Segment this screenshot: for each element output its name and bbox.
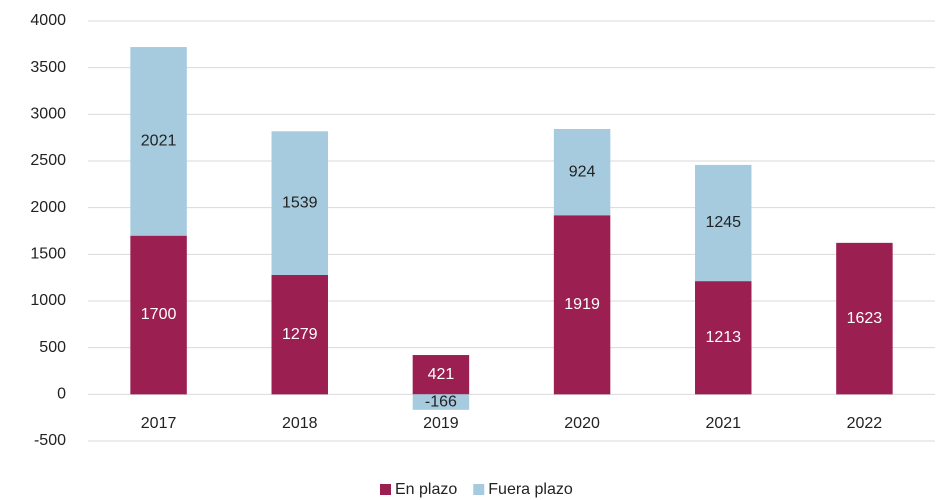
legend-label: Fuera plazo	[488, 481, 573, 498]
bar-segment	[553, 215, 611, 395]
y-tick-label: 3000	[30, 106, 66, 123]
bar-segment	[130, 235, 187, 395]
bar-segment	[412, 394, 470, 410]
x-tick-label: 2022	[847, 415, 883, 432]
data-label: 2021	[141, 133, 177, 150]
data-label: 1539	[282, 194, 318, 211]
data-label: 1919	[564, 296, 600, 313]
data-label: 1245	[705, 214, 741, 231]
bar-segment	[412, 355, 470, 395]
y-tick-label: -500	[34, 432, 66, 449]
data-label: 1700	[141, 306, 177, 323]
legend-swatch	[473, 484, 485, 495]
y-tick-label: 3500	[30, 59, 66, 76]
bar-segment	[271, 131, 328, 275]
bar-segment	[271, 274, 328, 395]
x-tick-label: 2017	[141, 415, 177, 432]
legend-label: En plazo	[395, 481, 457, 498]
data-label: -166	[425, 393, 457, 410]
bar-segment	[836, 242, 893, 395]
y-tick-label: 1000	[30, 292, 66, 309]
bar-segment	[553, 128, 611, 216]
y-tick-label: 2000	[30, 199, 66, 216]
data-label: 924	[569, 163, 596, 180]
x-tick-label: 2021	[705, 415, 741, 432]
bar-segment	[695, 281, 752, 395]
data-label: 421	[428, 366, 455, 383]
x-tick-label: 2018	[282, 415, 318, 432]
x-tick-label: 2020	[564, 415, 600, 432]
data-label: 1623	[847, 310, 883, 327]
bar-segment	[695, 164, 752, 282]
data-label: 1213	[705, 329, 741, 346]
legend-swatch	[380, 484, 391, 495]
y-tick-label: 0	[57, 386, 66, 403]
y-tick-label: 2500	[30, 152, 66, 169]
x-tick-label: 2019	[423, 415, 459, 432]
bar-segment	[130, 47, 187, 236]
y-tick-label: 500	[39, 339, 66, 356]
y-tick-label: 4000	[30, 12, 66, 29]
data-label: 1279	[282, 326, 318, 343]
y-tick-label: 1500	[30, 246, 66, 263]
